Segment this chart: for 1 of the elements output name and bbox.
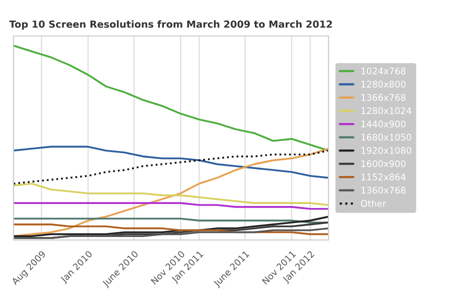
chart-title: Top 10 Screen Resolutions from March 2009 to March 2012 [9, 20, 332, 30]
